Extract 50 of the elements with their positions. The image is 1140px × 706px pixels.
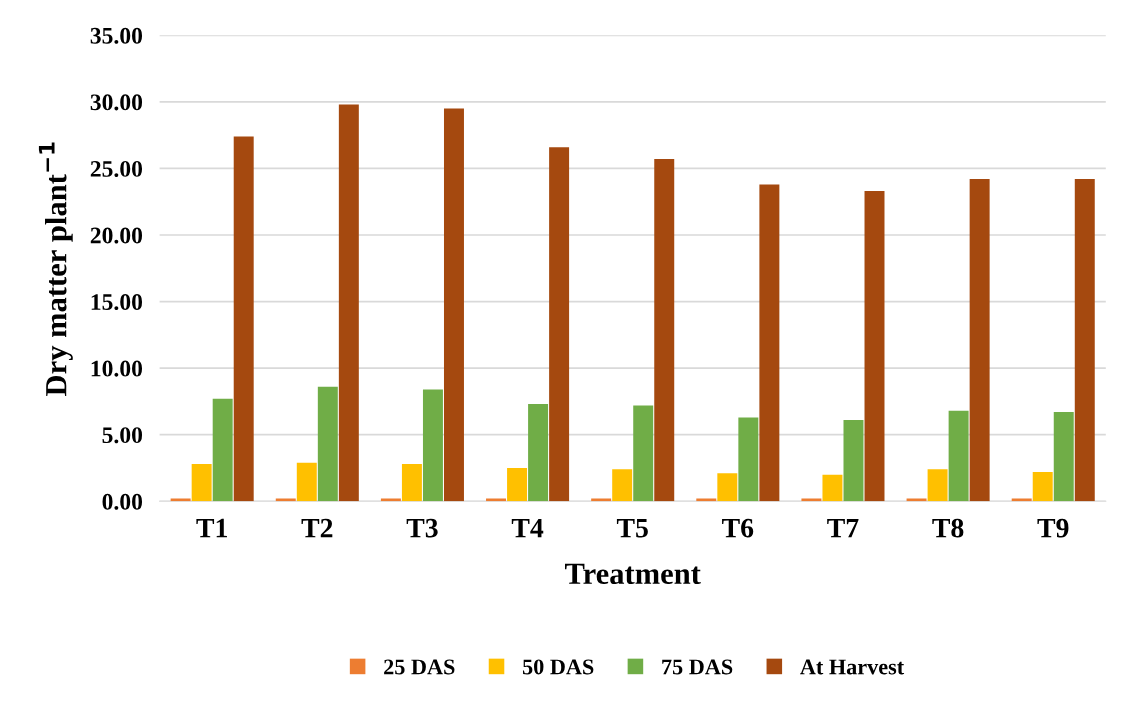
bar xyxy=(969,179,990,502)
y-tick-label: 25.00 xyxy=(90,160,143,177)
bar xyxy=(1032,471,1053,502)
x-tick-label: T9 xyxy=(1037,518,1069,538)
x-tick-label: T6 xyxy=(722,518,754,538)
bar xyxy=(549,147,570,502)
y-tick-label: 35.00 xyxy=(90,27,143,44)
bar xyxy=(864,191,885,502)
y-tick-label: 10.00 xyxy=(91,360,143,377)
bar xyxy=(1053,412,1074,502)
bar xyxy=(1074,179,1095,502)
x-tick-label: T4 xyxy=(511,518,544,538)
legend-label: 75 DAS xyxy=(662,659,733,675)
legend-label: At Harvest xyxy=(800,659,905,675)
bar xyxy=(507,467,528,502)
x-tick-label: T3 xyxy=(406,518,438,538)
bar xyxy=(338,104,359,502)
bar xyxy=(443,108,464,502)
bar xyxy=(233,136,254,502)
x-tick-label: T2 xyxy=(301,518,333,538)
y-tick-label: 20.00 xyxy=(90,227,143,244)
x-tick-label: T7 xyxy=(827,519,859,538)
bar xyxy=(296,462,317,502)
bar xyxy=(738,417,759,502)
bar xyxy=(927,469,948,502)
x-axis-title: Treatment xyxy=(565,563,701,585)
bar xyxy=(822,474,843,502)
bar xyxy=(212,398,233,502)
y-tick-label: 30.00 xyxy=(90,94,143,111)
bar xyxy=(654,159,675,502)
bar xyxy=(843,420,864,502)
bar xyxy=(528,404,549,502)
y-tick-label: 5.00 xyxy=(102,427,143,444)
bar xyxy=(759,184,780,502)
bar xyxy=(612,469,633,502)
bar xyxy=(633,405,654,502)
legend-label: 50 DAS xyxy=(522,659,594,675)
bar xyxy=(191,463,212,502)
y-axis-title: Dry matter plant$^{−1}$ xyxy=(38,142,73,396)
bar xyxy=(948,410,969,502)
y-tick-label: 15.00 xyxy=(91,294,143,311)
bar xyxy=(317,386,338,502)
bar xyxy=(717,473,738,502)
x-tick-label: T5 xyxy=(616,519,648,538)
legend-label: 25 DAS xyxy=(384,659,455,675)
bar xyxy=(401,463,422,502)
x-tick-label: T1 xyxy=(196,518,227,538)
x-tick-label: T8 xyxy=(932,518,964,538)
y-tick-label: 0.00 xyxy=(102,493,143,510)
bar xyxy=(422,389,443,502)
